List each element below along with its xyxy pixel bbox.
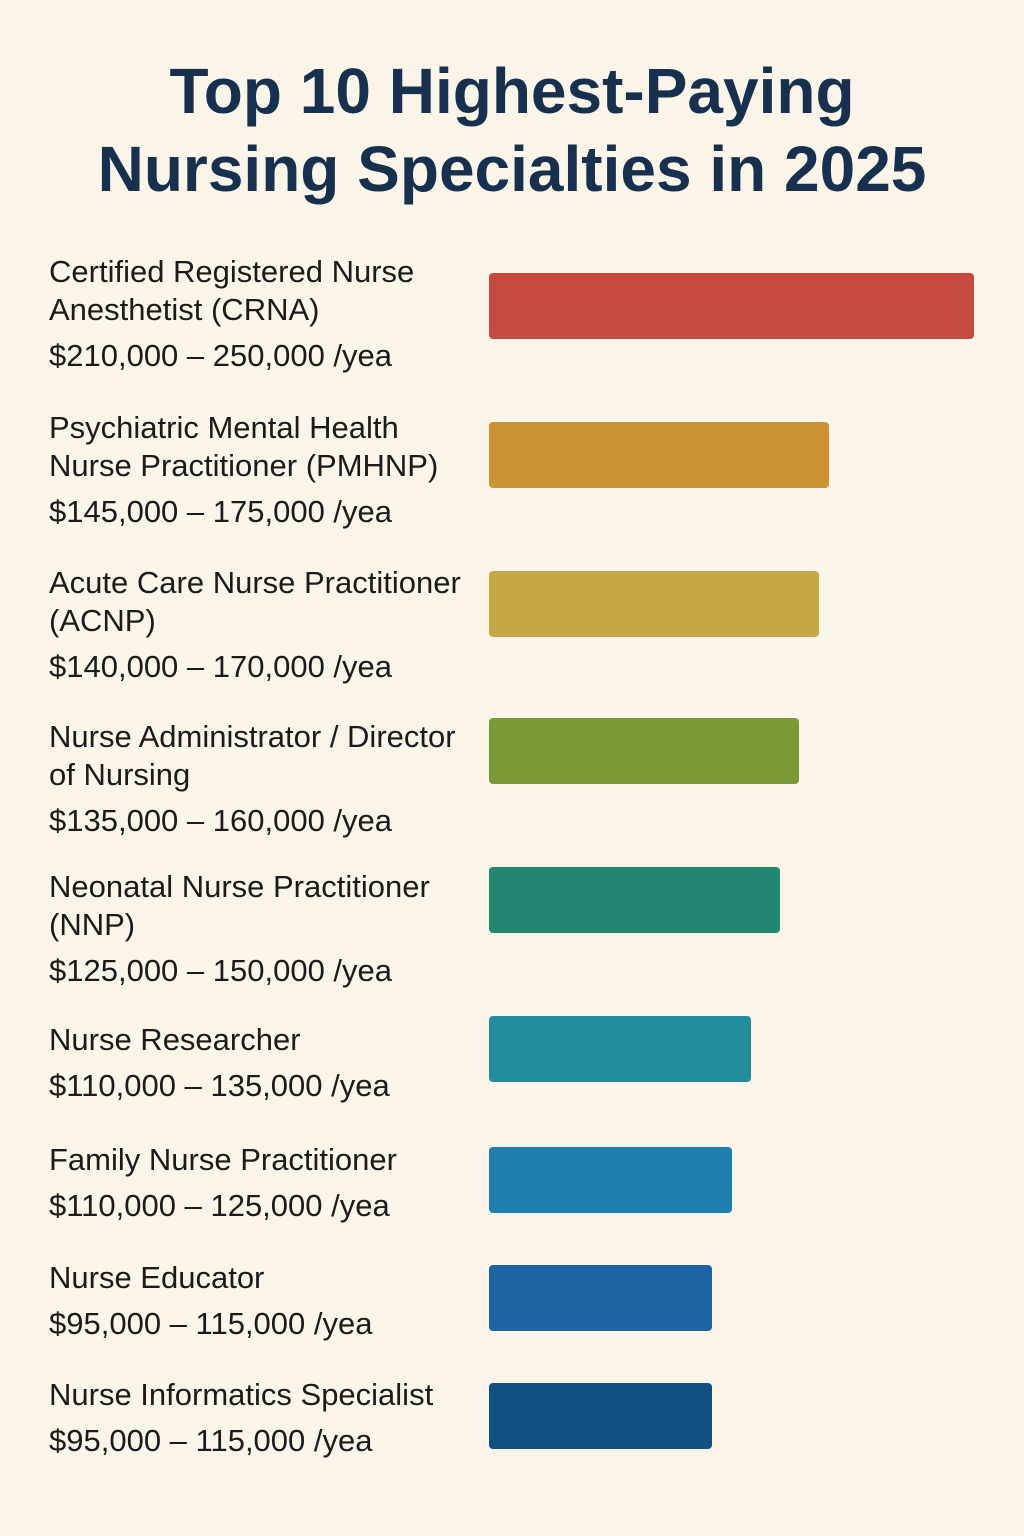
value-label: $95,000 – 115,000 /yea <box>49 1423 373 1458</box>
category-label: Family Nurse Practitioner <box>49 1142 397 1177</box>
value-label: $135,000 – 160,000 /yea <box>49 803 393 838</box>
row: Acute Care Nurse Practitioner (ACNP) $140… <box>49 564 489 686</box>
category-label: Nurse Administrator / Director of Nursin… <box>49 719 456 792</box>
bar <box>489 571 819 637</box>
row: Certified Registered Nurse Anesthetist (… <box>49 253 489 375</box>
value-label: $210,000 – 250,000 /yea <box>49 338 393 373</box>
value-label: $95,000 – 115,000 /yea <box>49 1306 373 1341</box>
row: Psychiatric Mental Health Nurse Practiti… <box>49 409 489 531</box>
category-label: Nurse Researcher <box>49 1022 301 1057</box>
value-label: $110,000 – 135,000 /yea <box>49 1068 390 1103</box>
bar <box>489 1016 751 1082</box>
row: Nurse Informatics Specialist $95,000 – 11… <box>49 1376 489 1460</box>
category-label: Neonatal Nurse Practitioner (NNP) <box>49 869 430 942</box>
chart-title: Top 10 Highest-Paying Nursing Specialtie… <box>97 55 927 205</box>
value-label: $140,000 – 170,000 /yea <box>49 649 393 684</box>
category-label: Nurse Informatics Specialist <box>49 1377 434 1412</box>
row: Family Nurse Practitioner $110,000 – 125,… <box>49 1141 489 1225</box>
row: Nurse Researcher $110,000 – 135,000 /yea <box>49 1021 489 1105</box>
bar <box>489 718 800 784</box>
category-label: Nurse Educator <box>49 1260 265 1295</box>
bar <box>489 422 829 488</box>
row: Nurse Administrator / Director of Nursin… <box>49 718 489 840</box>
bar <box>489 1383 713 1449</box>
bar <box>489 867 780 933</box>
bar <box>489 1147 732 1213</box>
value-label: $145,000 – 175,000 /yea <box>49 494 393 529</box>
category-label: Acute Care Nurse Practitioner (ACNP) <box>49 565 461 638</box>
category-label: Psychiatric Mental Health Nurse Practiti… <box>49 410 439 483</box>
bar <box>489 1265 713 1331</box>
bar <box>489 273 974 339</box>
row: Neonatal Nurse Practitioner (NNP) $125,00… <box>49 868 489 990</box>
row: Nurse Educator $95,000 – 115,000 /yea <box>49 1259 489 1343</box>
value-label: $110,000 – 125,000 /yea <box>49 1188 390 1223</box>
value-label: $125,000 – 150,000 /yea <box>49 953 393 988</box>
category-label: Certified Registered Nurse Anesthetist (… <box>49 254 415 327</box>
